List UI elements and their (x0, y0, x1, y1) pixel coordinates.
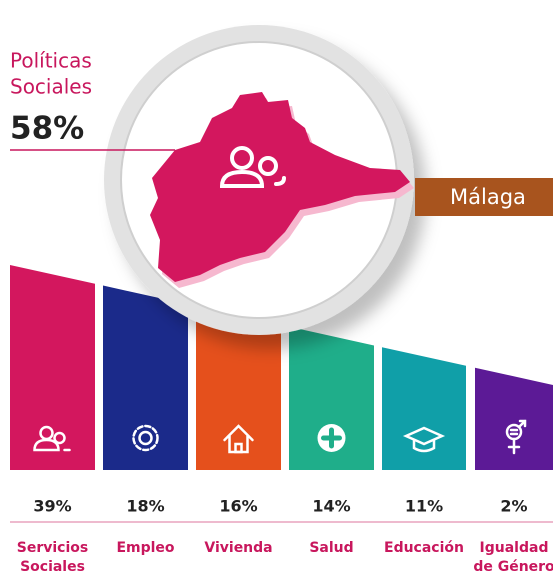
column (382, 347, 466, 470)
column-icon (223, 424, 254, 454)
map (150, 92, 414, 288)
column-icon (132, 424, 159, 452)
column (475, 367, 553, 470)
columns (10, 265, 553, 470)
item-value: 14% (312, 497, 350, 516)
column-icon (33, 425, 71, 452)
item-label: Salud (309, 540, 353, 556)
headline-label: Políticas (10, 49, 92, 73)
column (196, 306, 281, 470)
column-icon (505, 419, 527, 455)
column (289, 326, 374, 470)
region-banner (415, 178, 553, 216)
item-label: Igualdad (480, 540, 549, 556)
headline-value: 58% (10, 111, 84, 147)
column-icon (317, 424, 346, 452)
item-label: Servicios (17, 540, 88, 556)
column-icon (402, 426, 446, 453)
item-value: 18% (126, 497, 164, 516)
item-label: de Género (473, 559, 553, 575)
item-label: Empleo (116, 540, 174, 556)
map-shape (150, 92, 410, 282)
column (10, 265, 95, 470)
item-value: 11% (405, 497, 443, 516)
item-value: 2% (500, 497, 527, 516)
headline-label: Sociales (10, 75, 92, 99)
item-value: 16% (219, 497, 257, 516)
item-label: Sociales (20, 559, 85, 575)
item-label: Vivienda (204, 540, 272, 556)
column (103, 285, 188, 470)
region-name: Málaga (450, 185, 526, 209)
item-label: Educación (384, 540, 464, 556)
people-icon (219, 146, 286, 188)
item-value: 39% (33, 497, 71, 516)
